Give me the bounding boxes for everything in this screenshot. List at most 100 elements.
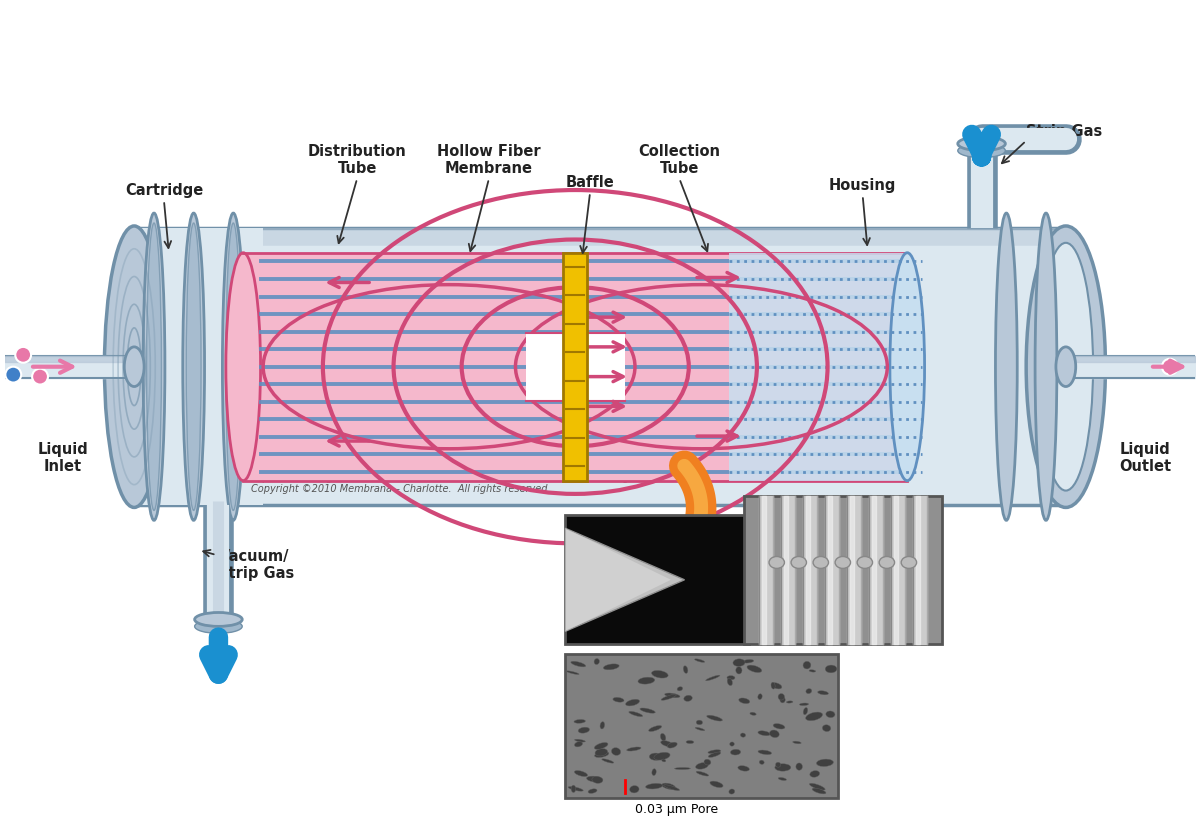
Ellipse shape	[194, 613, 242, 627]
Ellipse shape	[758, 731, 770, 736]
Ellipse shape	[226, 223, 241, 511]
Ellipse shape	[683, 666, 688, 673]
Ellipse shape	[604, 664, 619, 670]
Ellipse shape	[1056, 347, 1075, 387]
Ellipse shape	[1038, 243, 1093, 490]
Ellipse shape	[649, 725, 661, 731]
Ellipse shape	[740, 733, 745, 737]
Ellipse shape	[822, 725, 830, 731]
Ellipse shape	[857, 557, 872, 569]
Ellipse shape	[773, 724, 785, 729]
Ellipse shape	[708, 752, 721, 757]
Ellipse shape	[568, 787, 583, 792]
Ellipse shape	[769, 730, 779, 738]
Ellipse shape	[594, 743, 608, 749]
Circle shape	[32, 369, 48, 384]
Ellipse shape	[667, 743, 677, 748]
Ellipse shape	[664, 785, 679, 791]
Ellipse shape	[736, 667, 742, 674]
Ellipse shape	[613, 698, 624, 703]
Ellipse shape	[780, 697, 785, 703]
Text: Vacuum/
Strip Gas: Vacuum/ Strip Gas	[218, 548, 295, 581]
Ellipse shape	[575, 770, 588, 777]
Ellipse shape	[778, 694, 785, 700]
Ellipse shape	[809, 783, 826, 790]
Ellipse shape	[566, 671, 580, 675]
Ellipse shape	[958, 144, 1006, 157]
Ellipse shape	[665, 693, 680, 698]
Ellipse shape	[660, 734, 666, 741]
Ellipse shape	[739, 698, 750, 703]
Ellipse shape	[595, 748, 607, 756]
Ellipse shape	[649, 753, 662, 761]
Ellipse shape	[707, 716, 722, 721]
Ellipse shape	[727, 676, 734, 680]
Ellipse shape	[750, 712, 756, 716]
Ellipse shape	[652, 671, 668, 678]
Bar	[565, 516, 749, 644]
Bar	[563, 253, 587, 481]
Bar	[728, 253, 907, 481]
Circle shape	[1162, 359, 1178, 375]
Ellipse shape	[565, 332, 586, 401]
Ellipse shape	[810, 770, 820, 777]
Ellipse shape	[786, 701, 793, 703]
Polygon shape	[565, 528, 684, 632]
Ellipse shape	[958, 137, 1006, 151]
Ellipse shape	[654, 752, 670, 761]
Bar	[565, 654, 838, 798]
Ellipse shape	[661, 783, 676, 789]
Ellipse shape	[880, 557, 894, 569]
Ellipse shape	[803, 707, 808, 715]
Ellipse shape	[799, 703, 809, 706]
Ellipse shape	[146, 223, 162, 511]
Ellipse shape	[125, 347, 144, 387]
Text: Distribution
Tube: Distribution Tube	[308, 144, 407, 176]
Ellipse shape	[677, 687, 683, 691]
Text: Liquid
Inlet: Liquid Inlet	[37, 441, 89, 474]
Polygon shape	[565, 528, 671, 632]
Ellipse shape	[1036, 213, 1057, 521]
Ellipse shape	[816, 759, 834, 766]
Ellipse shape	[626, 747, 641, 751]
Ellipse shape	[640, 708, 655, 713]
Ellipse shape	[696, 771, 709, 776]
Ellipse shape	[587, 776, 602, 782]
Ellipse shape	[779, 778, 786, 780]
Ellipse shape	[817, 690, 828, 694]
Text: Hollow Fiber
Membrane: Hollow Fiber Membrane	[437, 144, 541, 176]
Ellipse shape	[652, 769, 656, 775]
Ellipse shape	[661, 741, 673, 747]
Ellipse shape	[758, 750, 772, 755]
Ellipse shape	[661, 759, 666, 762]
Ellipse shape	[793, 741, 802, 743]
Ellipse shape	[696, 721, 702, 725]
Ellipse shape	[571, 661, 586, 667]
Ellipse shape	[803, 661, 811, 669]
Ellipse shape	[1026, 226, 1105, 508]
Bar	[134, 228, 1066, 505]
Ellipse shape	[826, 711, 835, 717]
Ellipse shape	[575, 739, 586, 742]
Ellipse shape	[695, 659, 704, 663]
Bar	[244, 253, 907, 481]
Text: Strip Gas: Strip Gas	[1026, 124, 1103, 139]
Text: Baffle: Baffle	[565, 175, 614, 190]
Ellipse shape	[104, 226, 164, 508]
Ellipse shape	[646, 783, 662, 789]
Ellipse shape	[708, 750, 721, 753]
Ellipse shape	[806, 689, 811, 694]
Text: Liqui-Cel is a registered trademark of Membrana-Charlotte, a Division of Celgard: Liqui-Cel is a registered trademark of M…	[251, 472, 673, 494]
Ellipse shape	[661, 694, 677, 700]
Ellipse shape	[612, 747, 620, 756]
Ellipse shape	[630, 786, 640, 793]
Ellipse shape	[182, 213, 204, 521]
Ellipse shape	[812, 788, 826, 794]
Ellipse shape	[571, 785, 576, 792]
Ellipse shape	[743, 659, 754, 663]
Ellipse shape	[574, 720, 586, 723]
Ellipse shape	[686, 740, 694, 743]
Ellipse shape	[588, 789, 598, 793]
Text: 0.03 μm Pore: 0.03 μm Pore	[635, 803, 719, 816]
Ellipse shape	[901, 557, 917, 569]
